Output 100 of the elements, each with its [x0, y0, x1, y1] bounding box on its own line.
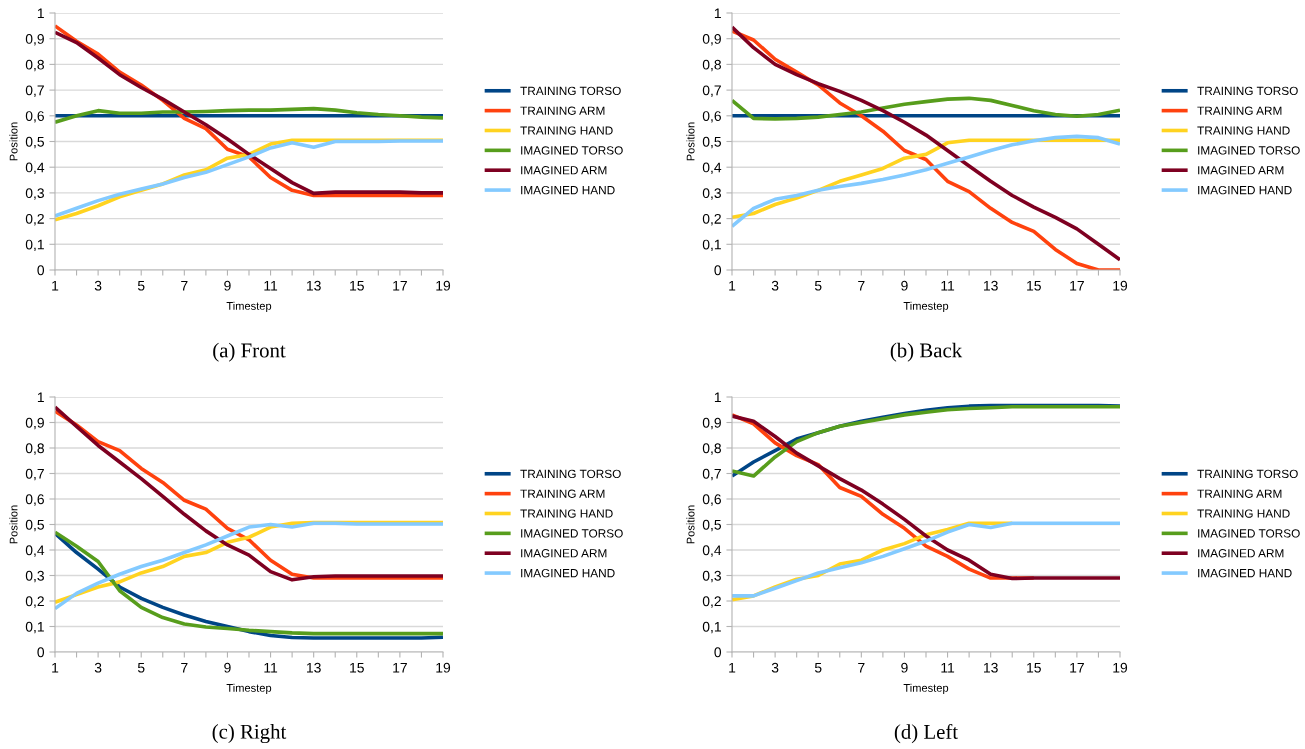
x-tick-label: 15: [350, 280, 364, 291]
y-tick-label: 0,4: [25, 545, 45, 557]
y-tick-label: 0,9: [25, 34, 44, 46]
x-tick-label: 5: [137, 280, 145, 291]
y-tick-label: 0,2: [702, 213, 721, 226]
x-tick-label: 1: [52, 662, 59, 673]
text: (a) Front: [213, 342, 286, 362]
x-tick-label: 17: [393, 280, 407, 291]
y-tick-label: 0,5: [702, 519, 721, 532]
x-tick-label: 7: [181, 662, 188, 673]
x-tick-label: 11: [941, 280, 955, 291]
legend-label: TRAINING HAND: [520, 126, 613, 135]
x-tick-label: 7: [858, 662, 865, 673]
y-tick-label: 0: [37, 265, 45, 276]
x-tick-label: 17: [1070, 280, 1084, 291]
legend-label: IMAGINED ARM: [521, 166, 607, 175]
x-tick-label: 3: [771, 662, 779, 673]
text: (b) Back: [890, 342, 963, 362]
y-tick-label: 0,2: [25, 596, 44, 608]
line-series: [732, 521, 1120, 598]
legend-label: IMAGINED HAND: [521, 568, 615, 578]
legend-label: IMAGINED TORSO: [1198, 146, 1300, 155]
y-tick-label: 1: [714, 8, 721, 19]
y-tick-label: 0,6: [702, 494, 721, 506]
legend-label: IMAGINED TORSO: [521, 529, 623, 538]
x-tick-label: 3: [94, 662, 102, 673]
y-tick-label: 0,4: [702, 545, 722, 557]
y-tick-label: 0,5: [702, 136, 721, 149]
y-tick-label: 0,9: [702, 417, 721, 430]
legend-label: IMAGINED HAND: [1198, 185, 1292, 195]
legend-label: TRAINING HAND: [1197, 509, 1290, 518]
y-tick-label: 0,1: [702, 239, 721, 252]
x-tick-label: 1: [52, 280, 59, 291]
x-tick-label: 7: [858, 280, 865, 291]
x-tick-label: 17: [393, 662, 407, 673]
x-tick-label: 15: [1027, 280, 1041, 291]
x-tick-label: 11: [264, 280, 278, 291]
x-tick-label: 15: [1027, 662, 1041, 673]
y-tick-label: 0,4: [702, 162, 722, 175]
legend-label: TRAINING ARM: [520, 489, 605, 498]
legend-label: TRAINING ARM: [520, 106, 605, 115]
legend-label: TRAINING TORSO: [1197, 86, 1298, 96]
x-tick-label: 3: [771, 280, 779, 291]
text: (d) Left: [894, 724, 958, 744]
y-tick-label: 0,8: [25, 59, 44, 72]
legend-label: TRAINING ARM: [1197, 489, 1282, 498]
line-series: [732, 96, 1120, 121]
x-tick-label: 1: [729, 662, 736, 673]
y-tick-label: 0,6: [25, 111, 44, 123]
legend-label: TRAINING HAND: [520, 509, 613, 518]
x-tick-label: 5: [137, 662, 145, 673]
y-tick-label: 0,6: [25, 494, 44, 506]
y-tick-label: 0,5: [25, 519, 44, 532]
y-tick-label: 0,5: [25, 136, 44, 149]
x-tick-label: 9: [224, 662, 231, 673]
y-tick-label: 0: [714, 265, 722, 276]
y-tick-label: 0,7: [25, 85, 44, 97]
y-tick-label: 0,3: [702, 570, 721, 583]
y-tick-label: 0,7: [25, 468, 44, 481]
y-tick-label: 0,8: [25, 443, 44, 455]
legend-label: IMAGINED HAND: [521, 185, 615, 195]
x-tick-label: 13: [984, 280, 998, 291]
x-tick-label: 19: [1113, 662, 1128, 673]
y-tick-label: 0,7: [702, 468, 721, 481]
x-tick-label: 13: [307, 280, 321, 291]
y-tick-label: 0,1: [25, 621, 44, 634]
x-tick-label: 19: [436, 662, 451, 673]
x-tick-label: 17: [1070, 662, 1084, 673]
x-tick-label: 7: [181, 280, 188, 291]
legend-label: IMAGINED ARM: [1198, 166, 1284, 175]
x-tick-label: 9: [901, 662, 908, 673]
x-tick-label: 1: [729, 280, 736, 291]
y-tick-label: 1: [37, 392, 44, 403]
x-tick-label: 9: [224, 280, 231, 291]
y-tick-label: 0: [37, 647, 45, 658]
legend-label: IMAGINED ARM: [521, 549, 607, 558]
y-tick-label: 0,1: [25, 239, 44, 252]
y-tick-label: 0,9: [702, 34, 721, 46]
legend-label: IMAGINED ARM: [1198, 549, 1284, 558]
y-axis-title: Position: [9, 122, 18, 161]
x-tick-label: 19: [436, 280, 451, 291]
x-axis-title: Timestep: [903, 683, 949, 695]
line-series: [55, 106, 443, 125]
x-tick-label: 11: [264, 662, 278, 673]
y-tick-label: 0,3: [25, 188, 44, 200]
y-tick-label: 0,9: [25, 417, 44, 430]
y-axis-title: Position: [686, 122, 695, 161]
y-tick-label: 0,6: [702, 111, 721, 123]
x-axis-title: Timestep: [903, 301, 949, 313]
x-tick-label: 19: [1113, 280, 1128, 291]
x-tick-label: 5: [814, 662, 822, 673]
x-tick-label: 9: [901, 280, 908, 291]
y-tick-label: 0,8: [702, 59, 721, 72]
text: (c) Right: [212, 724, 287, 744]
y-tick-label: 1: [37, 8, 44, 19]
legend-label: IMAGINED TORSO: [1198, 529, 1300, 538]
x-axis-title: Timestep: [226, 301, 272, 313]
x-tick-label: 15: [350, 662, 364, 673]
y-tick-label: 0,4: [25, 162, 45, 175]
x-axis-title: Timestep: [226, 683, 272, 695]
